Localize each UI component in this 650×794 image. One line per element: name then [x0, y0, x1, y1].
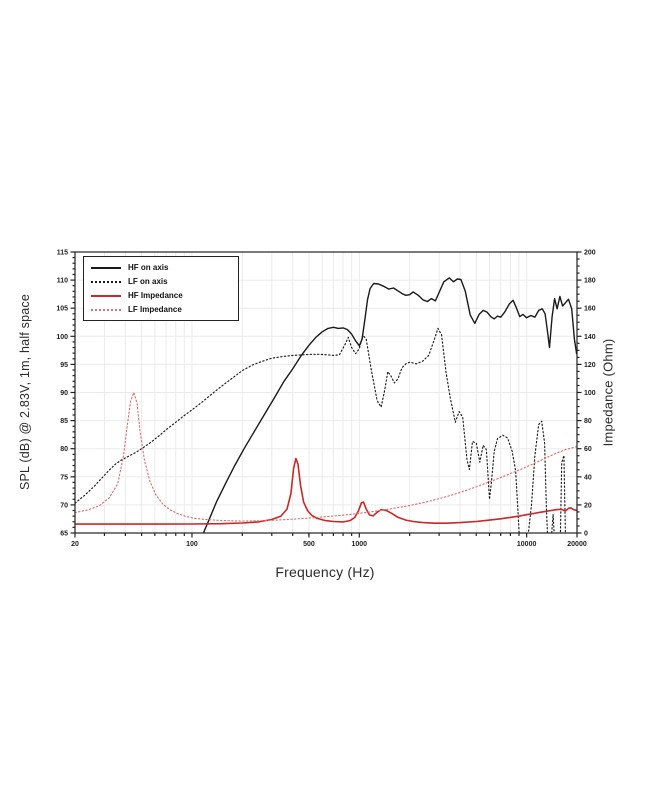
legend-item: HF Impedance [91, 290, 230, 301]
curve-hf-impedance [75, 457, 577, 525]
tick-labels: 20 100 500 1000 10000 20000657075808590951001… [56, 250, 595, 549]
legend-label: HF Impedance [128, 291, 183, 300]
x-tick-label: 500 [303, 541, 315, 548]
plot-frame [70, 251, 582, 538]
y-axis-title-right: Impedance (Ohm) [600, 338, 616, 447]
y-tick-label-left: 80 [60, 446, 68, 453]
curve-lf-impedance [75, 391, 577, 522]
curve-lf-on-axis [75, 327, 566, 533]
y-tick-label-right: 0 [584, 531, 588, 538]
y-tick-label-right: 180 [584, 278, 596, 285]
legend-item: HF on axis [91, 262, 230, 273]
y-tick-label-left: 115 [57, 250, 68, 257]
legend-line-sample [91, 308, 121, 311]
y-tick-label-left: 65 [60, 531, 68, 538]
y-tick-label-right: 200 [584, 250, 596, 257]
curve-hf-on-axis [202, 277, 577, 533]
y-tick-label-right: 60 [584, 446, 592, 453]
y-axis-title-left: SPL (dB) @ 2.83V, 1m, half space [18, 293, 32, 491]
y-tick-label-left: 85 [60, 418, 68, 425]
x-tick-label: 20 [71, 541, 79, 548]
legend-label: HF on axis [128, 263, 169, 272]
y-tick-label-left: 110 [57, 278, 68, 285]
legend-line-sample [91, 294, 121, 297]
legend-item: LF Impedance [91, 304, 230, 315]
legend-label: LF Impedance [128, 305, 182, 314]
y-tick-label-left: 100 [56, 334, 68, 341]
y-tick-label-right: 40 [584, 474, 592, 481]
plot-traces [75, 277, 577, 533]
y-tick-label-left: 95 [60, 362, 68, 369]
x-axis-title: Frequency (Hz) [275, 564, 375, 580]
y-tick-label-right: 80 [584, 418, 592, 425]
y-tick-label-left: 70 [60, 502, 68, 509]
legend-item: LF on axis [91, 276, 230, 287]
y-tick-label-right: 120 [584, 362, 596, 369]
y-tick-label-right: 140 [584, 334, 596, 341]
y-tick-label-right: 160 [584, 306, 596, 313]
legend: HF on axis LF on axis HF Impedance LF Imped… [83, 256, 239, 321]
y-tick-label-right: 20 [584, 502, 592, 509]
x-tick-label: 1000 [352, 541, 368, 548]
y-tick-label-left: 75 [60, 474, 68, 481]
x-tick-label: 100 [186, 541, 198, 548]
x-tick-label: 10000 [517, 541, 537, 548]
legend-line-sample [91, 266, 121, 269]
legend-line-sample [91, 280, 121, 283]
y-tick-label-right: 100 [584, 390, 596, 397]
y-tick-label-left: 105 [56, 306, 68, 313]
y-tick-label-left: 90 [60, 390, 68, 397]
x-tick-label: 20000 [567, 541, 587, 548]
legend-label: LF on axis [128, 277, 168, 286]
